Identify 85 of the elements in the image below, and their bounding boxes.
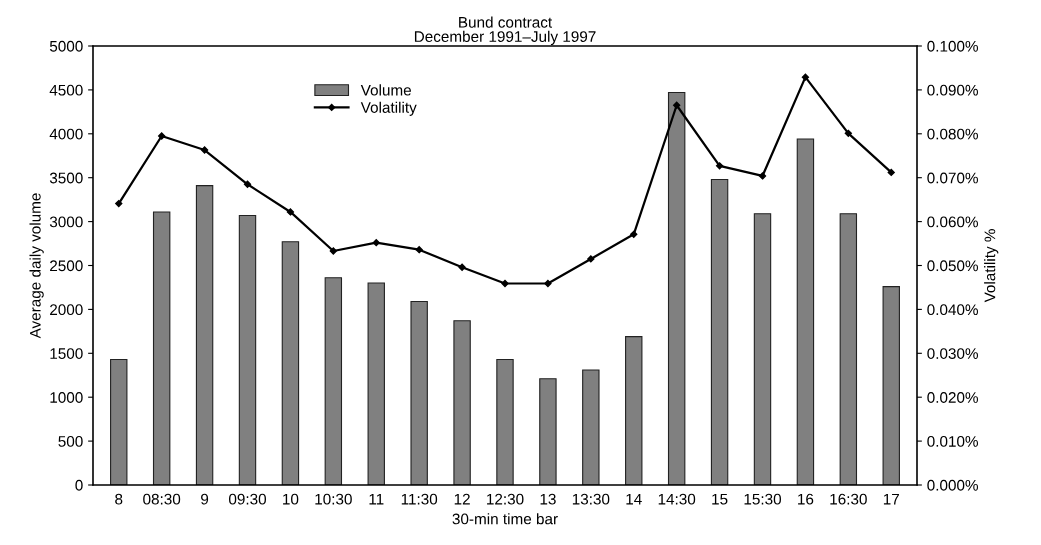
y-tick-label: 1000 xyxy=(50,392,83,403)
bar xyxy=(667,91,686,485)
y2-tick-label: 0.030% xyxy=(927,348,978,359)
bar xyxy=(410,300,428,485)
point xyxy=(758,172,767,180)
bar xyxy=(324,277,343,485)
point xyxy=(286,208,295,216)
x-tick-label: 16 xyxy=(798,493,814,505)
point xyxy=(715,162,724,170)
legend-label: Volatility xyxy=(360,101,417,116)
bar xyxy=(195,185,214,485)
bar xyxy=(281,241,300,485)
chart-title: Bund contract December 1991–July 1997 xyxy=(414,16,596,45)
y-tick-label: 4000 xyxy=(49,128,83,140)
bar xyxy=(152,211,171,485)
y-tick-label: 5000 xyxy=(49,40,83,52)
x-tick-label: 17 xyxy=(883,493,899,505)
x-tick-label: 13 xyxy=(540,493,556,505)
x-tick-label: 9 xyxy=(201,493,209,505)
y2-tick-label: 0.100% xyxy=(927,40,978,52)
x-tick-label: 13:30 xyxy=(572,493,610,505)
bar xyxy=(110,358,128,485)
point xyxy=(587,255,595,263)
y-tick-label: 4500 xyxy=(49,84,83,96)
x-tick-label: 16:30 xyxy=(830,493,867,505)
bar xyxy=(839,213,858,485)
point xyxy=(372,239,380,247)
point xyxy=(329,247,337,255)
x-axis-title: 30-min time bar xyxy=(452,513,558,525)
y-tick-label: 500 xyxy=(58,435,83,447)
y2-tick-label: 0.010% xyxy=(927,435,978,447)
bar xyxy=(882,286,900,485)
y2-tick-label: 0.000% xyxy=(927,479,978,491)
x-tick-label: 09:30 xyxy=(228,493,267,505)
y-tick-label: 2000 xyxy=(50,304,83,316)
x-tick-label: 10 xyxy=(283,493,299,505)
bar xyxy=(539,378,557,485)
point xyxy=(458,263,466,271)
point xyxy=(887,168,895,177)
y2-tick-label: 0.070% xyxy=(927,172,978,184)
point xyxy=(415,246,423,254)
x-tick-label: 11:30 xyxy=(401,493,438,505)
x-tick-label: 14:30 xyxy=(658,493,696,505)
point xyxy=(801,73,810,81)
y2-tick-label: 0.060% xyxy=(927,216,978,228)
x-tick-label: 08:30 xyxy=(143,493,181,505)
x-tick-label: 8 xyxy=(115,493,123,505)
bar xyxy=(453,320,471,485)
bar xyxy=(496,358,514,485)
point xyxy=(844,129,852,138)
y-tick-label: 3500 xyxy=(49,172,83,184)
point xyxy=(501,279,509,288)
point xyxy=(673,101,681,109)
bar xyxy=(367,282,385,485)
x-tick-label: 14 xyxy=(626,493,642,505)
point xyxy=(200,146,209,154)
y2-axis-title: Volatility % xyxy=(984,229,999,303)
x-tick-label: 10:30 xyxy=(315,493,352,505)
y2-tick-label: 0.020% xyxy=(927,392,978,403)
x-tick-label: 11 xyxy=(369,493,384,505)
y2-tick-label: 0.050% xyxy=(927,260,978,272)
y-tick-label: 2500 xyxy=(50,260,83,272)
y-axis-title: Average daily volume xyxy=(29,193,44,339)
y-tick-label: 1500 xyxy=(50,348,83,359)
bar xyxy=(582,369,600,485)
point xyxy=(544,279,552,288)
x-tick-label: 12 xyxy=(454,493,470,505)
y2-tick-label: 0.090% xyxy=(927,84,978,96)
legend-label: Volume xyxy=(360,84,411,96)
point xyxy=(158,132,166,140)
bar xyxy=(625,336,643,485)
x-tick-label: 15:30 xyxy=(744,493,782,505)
y2-tick-label: 0.040% xyxy=(927,304,978,316)
point xyxy=(630,230,638,238)
point xyxy=(243,180,252,188)
x-tick-label: 15 xyxy=(712,493,728,505)
bar xyxy=(796,138,815,485)
bar xyxy=(753,213,772,485)
point xyxy=(115,199,123,208)
y-tick-label: 3000 xyxy=(49,216,83,228)
x-tick-label: 12:30 xyxy=(487,493,524,505)
bar xyxy=(710,178,729,485)
y-tick-label: 0 xyxy=(75,479,83,491)
y2-tick-label: 0.080% xyxy=(927,128,978,140)
bar xyxy=(238,214,257,485)
